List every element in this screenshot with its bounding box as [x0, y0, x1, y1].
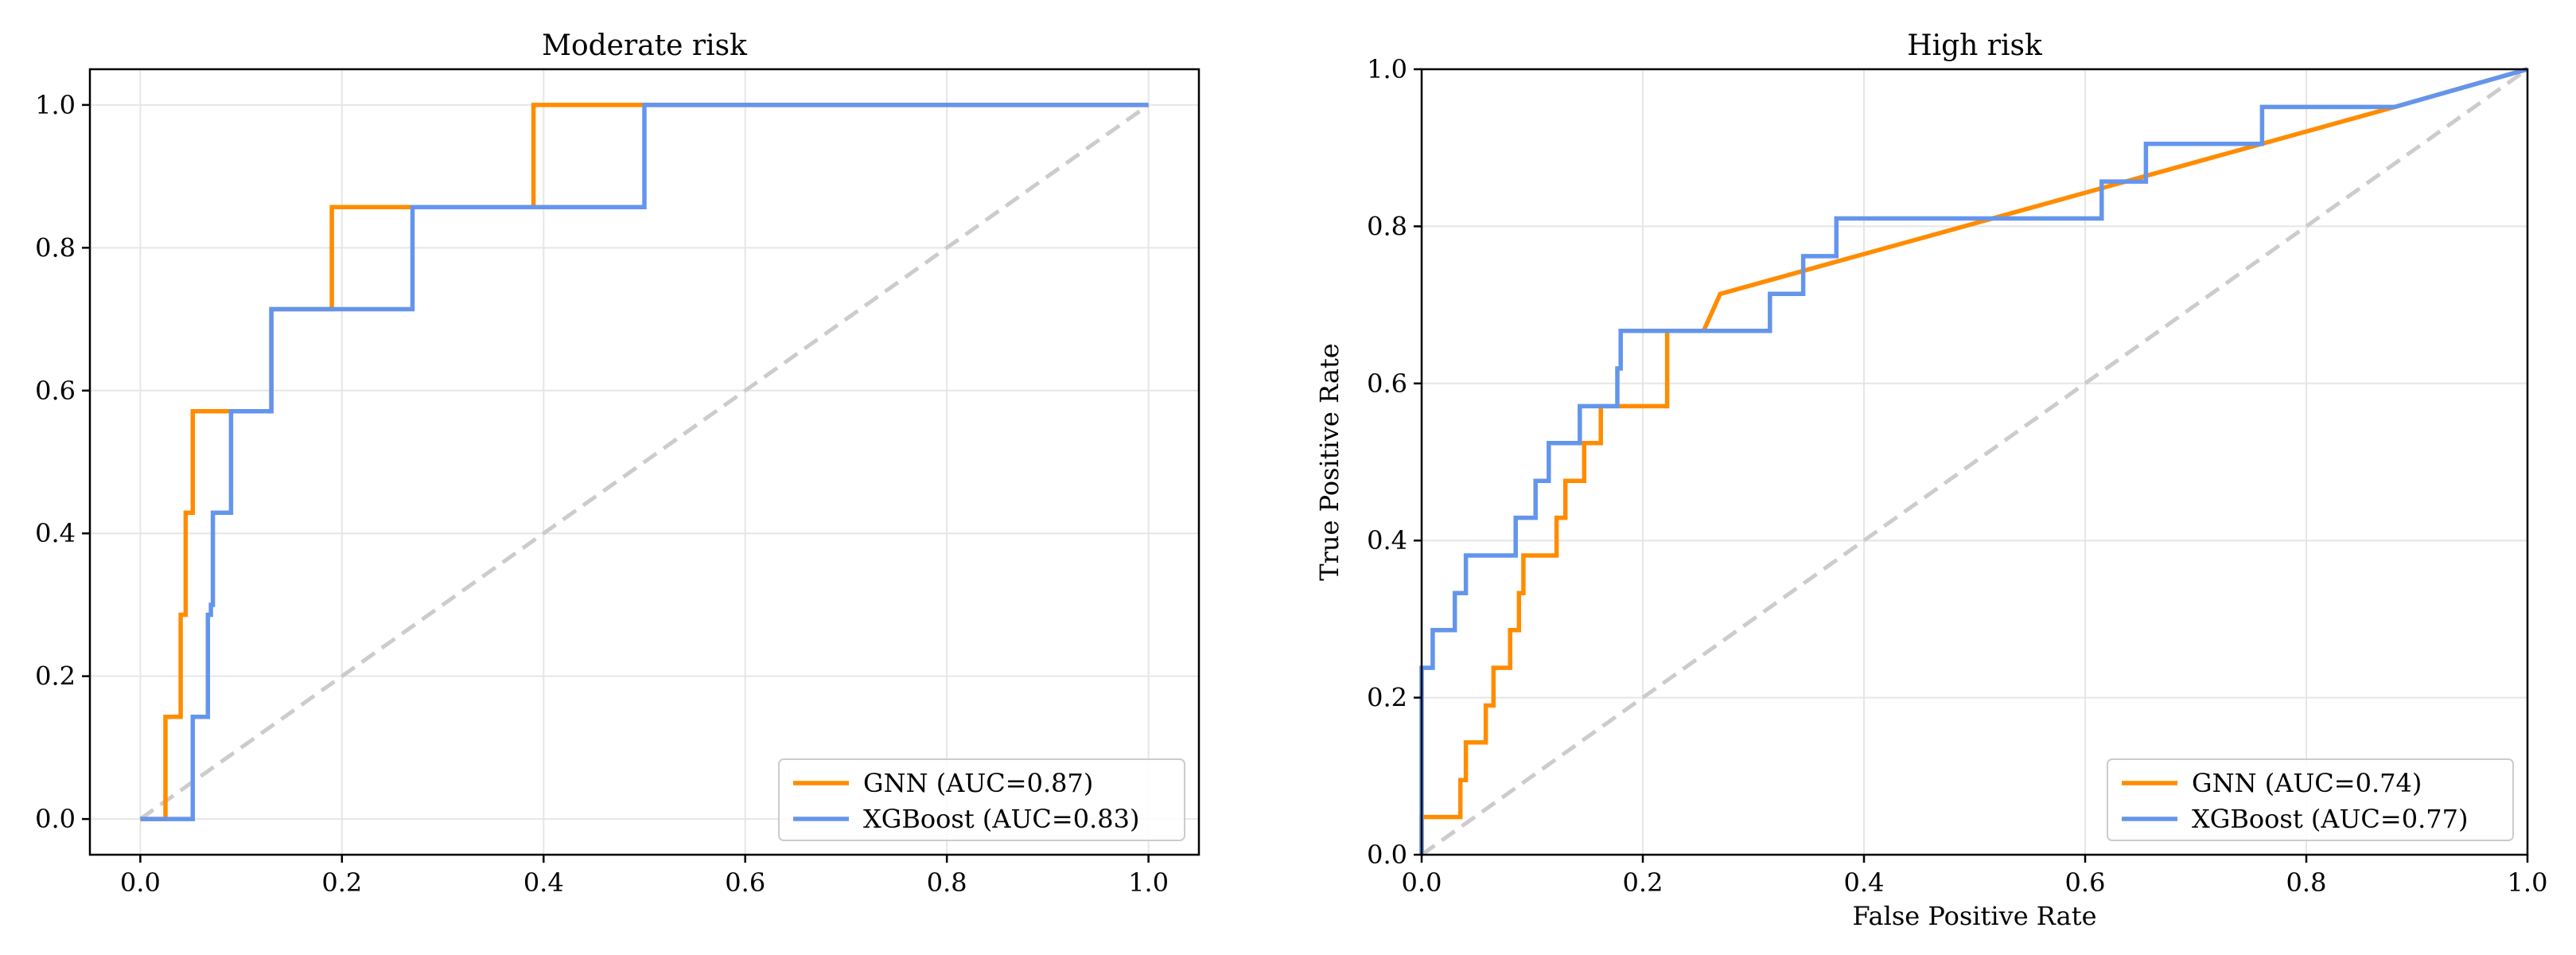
chart-title: High risk: [1907, 29, 2043, 62]
legend: GNN (AUC=0.74) XGBoost (AUC=0.77): [2107, 758, 2514, 841]
y-tick-label: 0.0: [1367, 840, 1407, 870]
y-tick-label: 0.6: [1367, 368, 1407, 399]
high-risk-panel: 0.0 0.2 0.4 0.6 0.8 1.0 0.0 0.2 0.4 0.6 0.8 1.0 High…: [1314, 29, 2547, 931]
moderate-risk-panel: 0.0 0.2 0.4 0.6 0.8 1.0 0.0 0.2 0.4 0.6 0.8 1.0 Mode…: [35, 29, 1200, 898]
x-tick-label: 0.0: [120, 867, 161, 898]
gnn-legend-label: GNN (AUC=0.74): [2192, 768, 2422, 798]
y-tick-label: 0.4: [35, 518, 76, 548]
y-tick-label: 0.6: [35, 376, 76, 406]
x-tick-label: 0.8: [927, 867, 967, 898]
y-tick-label: 1.0: [35, 90, 76, 120]
y-tick-label: 0.2: [35, 661, 76, 692]
y-tick-label: 0.0: [35, 804, 76, 834]
x-tick-label: 1.0: [1128, 867, 1169, 898]
x-tick-label: 0.2: [1623, 867, 1664, 898]
gnn-legend-label: GNN (AUC=0.87): [863, 768, 1093, 798]
y-tick-label: 0.8: [35, 232, 76, 263]
y-tick-label: 0.2: [1367, 683, 1407, 713]
legend-box: [778, 758, 1185, 841]
legend: GNN (AUC=0.87) XGBoost (AUC=0.83): [778, 758, 1185, 841]
x-tick-label: 0.6: [2065, 867, 2106, 898]
y-axis-label: True Positive Rate: [1314, 343, 1344, 581]
xgboost-roc-line: [140, 103, 1149, 821]
xgboost-legend-label: XGBoost (AUC=0.83): [863, 804, 1139, 834]
chance-diagonal-line: [138, 103, 1150, 821]
xgboost-legend-label: XGBoost (AUC=0.77): [2192, 804, 2468, 834]
gnn-roc-line: [140, 103, 1149, 821]
x-tick-label: 0.4: [523, 867, 564, 898]
grid: [90, 69, 1199, 855]
xgboost-roc-line: [1419, 67, 2528, 855]
axes-frame: [1420, 68, 2529, 856]
axes-frame: [88, 68, 1200, 856]
gnn-roc-line: [1419, 67, 2528, 855]
x-tick-label: 1.0: [2508, 867, 2548, 898]
legend-box: [2107, 758, 2514, 841]
x-tick-label: 0.2: [321, 867, 362, 898]
x-tick-label: 0.0: [1402, 867, 1442, 898]
chance-diagonal-line: [1420, 67, 2529, 857]
x-axis-label: False Positive Rate: [1852, 901, 2096, 931]
y-tick-label: 0.8: [1367, 211, 1407, 241]
x-tick-label: 0.8: [2286, 867, 2327, 898]
y-tick-label: 0.4: [1367, 525, 1407, 555]
y-tick-label: 1.0: [1367, 54, 1407, 84]
chart-title: Moderate risk: [542, 29, 748, 62]
x-tick-label: 0.4: [1844, 867, 1885, 898]
x-tick-label: 0.6: [725, 867, 765, 898]
